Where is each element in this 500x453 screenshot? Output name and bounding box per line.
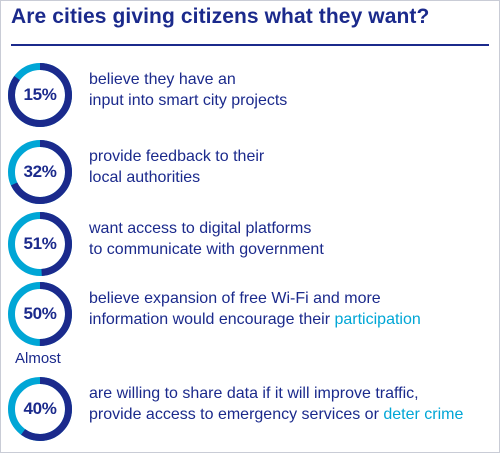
stat-row: 40% are willing to share data if it will… [7, 376, 495, 442]
chart-title: Are cities giving citizens what they wan… [11, 5, 430, 28]
stat-text: information would encourage their [89, 311, 335, 328]
stat-description-line: information would encourage their partic… [89, 309, 421, 330]
stat-text-accent: deter crime [383, 406, 464, 423]
stat-description: believe they have an input into smart ci… [89, 69, 287, 111]
stat-text: local authorities [89, 169, 201, 186]
stat-percentage: 50% [23, 304, 57, 323]
ring-arc [8, 377, 72, 441]
stat-text-accent: participation [334, 311, 421, 328]
stat-text: believe they have an [89, 71, 236, 88]
stat-text: believe expansion of free Wi-Fi and more [89, 290, 381, 307]
stat-percentage: 40% [23, 399, 57, 418]
stat-text: are willing to share data if it will imp… [89, 385, 419, 402]
percentage-ring [7, 62, 73, 128]
stat-text: input into smart city projects [89, 92, 288, 109]
ring-svg [8, 212, 72, 276]
stat-text: want access to digital platforms [89, 220, 312, 237]
stat-text: to communicate with government [89, 241, 324, 258]
ring-svg [8, 282, 72, 346]
stat-percentage: 32% [23, 162, 57, 181]
stat-description: provide feedback to their local authorit… [89, 146, 264, 188]
percentage-ring [7, 211, 73, 277]
ring-svg [8, 377, 72, 441]
ring-arc [8, 140, 72, 204]
stat-percentage: 51% [23, 234, 57, 253]
stat-description-line: provide feedback to their [89, 146, 264, 167]
ring-arc [8, 212, 72, 276]
stat-description: believe expansion of free Wi-Fi and more… [89, 288, 421, 330]
stat-percentage: 15% [23, 85, 57, 104]
stat-description-line: believe expansion of free Wi-Fi and more [89, 288, 421, 309]
stat-text: provide feedback to their [89, 148, 265, 165]
percentage-ring [7, 139, 73, 205]
stat-qualifier: Almost [15, 350, 61, 367]
title-underline [11, 44, 489, 46]
stat-description-line: believe they have an [89, 69, 287, 90]
ring-svg [8, 63, 72, 127]
stat-description-line: want access to digital platforms [89, 218, 324, 239]
percentage-ring [7, 281, 73, 347]
stat-row: 50% believe expansion of free Wi-Fi and … [7, 281, 495, 347]
stat-description-line: provide access to emergency services or … [89, 404, 463, 425]
stat-description-line: local authorities [89, 167, 264, 188]
ring-svg [8, 140, 72, 204]
stat-row: 32% provide feedback to their local auth… [7, 139, 495, 205]
stat-row: 15% believe they have an input into smar… [7, 62, 495, 128]
percentage-ring [7, 376, 73, 442]
stat-description-line: are willing to share data if it will imp… [89, 383, 463, 404]
ring-arc [8, 63, 72, 127]
stat-text: provide access to emergency services or [89, 406, 384, 423]
stat-description-line: to communicate with government [89, 239, 324, 260]
ring-arc [8, 282, 72, 346]
stat-description: are willing to share data if it will imp… [89, 383, 463, 425]
stat-description-line: input into smart city projects [89, 90, 287, 111]
stat-row: 51% want access to digital platforms to … [7, 211, 495, 277]
stat-description: want access to digital platforms to comm… [89, 218, 324, 260]
